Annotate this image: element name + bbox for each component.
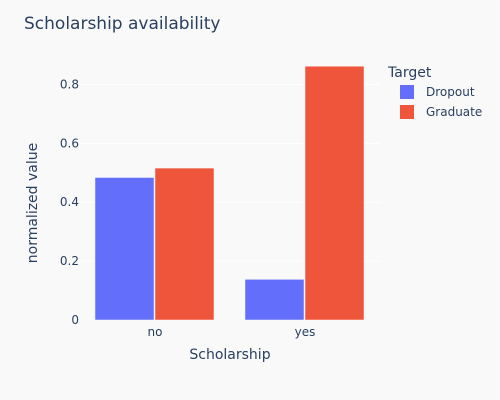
- y-tick-label: 0.6: [60, 136, 79, 150]
- y-tick-label: 0: [71, 313, 79, 327]
- bar-dropout-no[interactable]: [94, 177, 155, 321]
- bars-layer: [94, 65, 365, 321]
- legend-items[interactable]: Dropout Graduate: [400, 85, 482, 119]
- y-tick-label: 0.8: [60, 77, 79, 91]
- legend-item-dropout[interactable]: Dropout: [400, 85, 475, 99]
- x-axis-ticks: no yes: [148, 325, 316, 339]
- legend-swatch: [400, 105, 414, 119]
- y-axis-ticks: 0 0.2 0.4 0.6 0.8: [60, 77, 79, 327]
- y-tick-label: 0.2: [60, 254, 79, 268]
- y-axis-title: normalized value: [25, 143, 41, 263]
- x-tick-label: no: [148, 325, 163, 339]
- bar-graduate-no[interactable]: [154, 167, 215, 321]
- legend-item-graduate[interactable]: Graduate: [400, 105, 482, 119]
- legend-label: Dropout: [426, 85, 475, 99]
- y-tick-label: 0.4: [60, 195, 79, 209]
- legend[interactable]: Target Dropout Graduate: [387, 65, 482, 119]
- bar-graduate-yes[interactable]: [304, 65, 365, 321]
- bar-dropout-yes[interactable]: [244, 279, 305, 321]
- legend-swatch: [400, 85, 414, 99]
- chart-title: Scholarship availability: [24, 14, 220, 34]
- legend-label: Graduate: [426, 105, 482, 119]
- x-axis-title: Scholarship: [189, 347, 270, 363]
- legend-title: Target: [387, 65, 432, 81]
- x-tick-label: yes: [295, 325, 316, 339]
